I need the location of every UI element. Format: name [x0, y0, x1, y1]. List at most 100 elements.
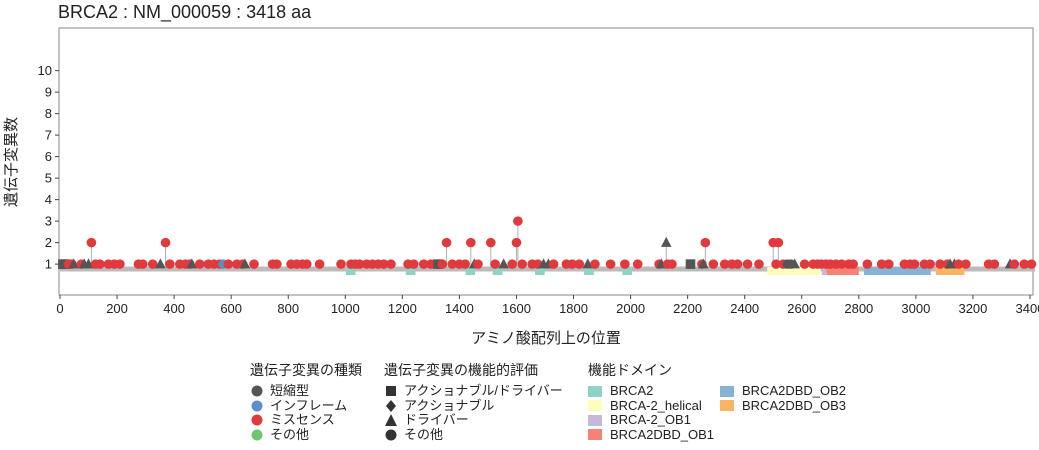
mutation-marker[interactable]	[408, 259, 419, 269]
domain-brca-2-helical[interactable]	[767, 267, 821, 275]
legend-item-circle[interactable]: その他	[384, 427, 563, 443]
mutation-marker[interactable]	[708, 259, 719, 269]
mutation-marker[interactable]	[336, 259, 346, 269]
mutation-marker[interactable]	[272, 259, 282, 269]
mutation-marker[interactable]	[771, 259, 781, 269]
mutation-marker[interactable]	[466, 237, 476, 248]
legend-item-inframe[interactable]: インフレーム	[250, 398, 362, 414]
mutation-marker[interactable]	[1009, 259, 1020, 269]
mutation-marker[interactable]	[605, 259, 616, 269]
mutation-marker[interactable]	[590, 259, 600, 269]
domain-brca-2-ob1[interactable]	[821, 267, 827, 275]
legend-item-domain[interactable]: BRCA-2_helical	[588, 398, 720, 414]
mutation-marker[interactable]	[989, 259, 1000, 269]
mutation-marker[interactable]	[68, 258, 79, 269]
domain-brca2[interactable]	[535, 267, 545, 275]
mutation-marker[interactable]	[437, 259, 448, 269]
mutation-marker[interactable]	[883, 259, 894, 269]
mutation-marker[interactable]	[314, 259, 325, 269]
domain-brca2[interactable]	[584, 267, 594, 275]
mutation-marker[interactable]	[137, 259, 148, 269]
mutation-marker[interactable]	[961, 259, 971, 269]
legend-item-other[interactable]: その他	[250, 427, 362, 443]
mutation-marker[interactable]	[754, 259, 764, 269]
legend-item-diamond[interactable]: アクショナブル	[384, 398, 563, 414]
mutation-marker[interactable]	[441, 237, 452, 248]
mutation-marker[interactable]	[194, 259, 205, 269]
mutation-marker[interactable]	[115, 259, 125, 269]
mutation-marker[interactable]	[460, 259, 470, 269]
mutation-marker[interactable]	[862, 259, 873, 269]
mutation-marker[interactable]	[660, 236, 672, 247]
legend-item-square[interactable]: アクショナブル/ドライバー	[384, 384, 563, 399]
mutation-marker[interactable]	[513, 216, 523, 226]
mutation-marker[interactable]	[548, 259, 559, 269]
mutation-marker[interactable]	[732, 259, 743, 269]
mutation-marker[interactable]	[789, 258, 800, 269]
domain-brca2dbd-ob3[interactable]	[935, 267, 965, 275]
domain-brca2[interactable]	[492, 267, 503, 275]
mutation-marker[interactable]	[386, 259, 396, 269]
mutation-marker[interactable]	[485, 237, 496, 248]
mutation-marker[interactable]	[719, 259, 730, 269]
mutation-marker[interactable]	[473, 259, 483, 269]
mutation-marker[interactable]	[507, 259, 517, 269]
mutation-marker[interactable]	[876, 259, 887, 269]
mutation-marker[interactable]	[632, 259, 643, 269]
mutation-marker[interactable]	[1026, 259, 1037, 269]
domain-brca2[interactable]	[345, 267, 356, 275]
mutation-marker[interactable]	[165, 259, 175, 269]
mutation-marker[interactable]	[909, 259, 920, 269]
domain-brca2dbd-ob1[interactable]	[826, 267, 859, 275]
domain-brca2[interactable]	[405, 267, 416, 275]
x-tick-label: 400	[163, 301, 185, 316]
mutation-marker[interactable]	[155, 258, 166, 269]
mutation-marker[interactable]	[511, 237, 522, 248]
mutation-marker[interactable]	[953, 259, 964, 269]
legend-item-missense[interactable]: ミスセンス	[250, 413, 362, 428]
mutation-marker[interactable]	[301, 259, 312, 269]
mutation-marker[interactable]	[249, 259, 259, 269]
legend-item-domain[interactable]: BRCA2DBD_OB2	[720, 384, 852, 399]
mutation-marker[interactable]	[567, 259, 577, 269]
legend-item-domain[interactable]: BRCA2	[588, 384, 720, 399]
mutation-marker[interactable]	[95, 259, 105, 269]
domain-brca2dbd-ob2[interactable]	[863, 267, 931, 275]
mutation-marker[interactable]	[848, 259, 858, 269]
legend-item-domain[interactable]: BRCA-2_OB1	[588, 413, 720, 428]
mutation-marker[interactable]	[582, 258, 594, 269]
mutation-marker[interactable]	[186, 258, 198, 269]
domain-brca2[interactable]	[622, 267, 633, 275]
legend-item-triangle[interactable]: ドライバー	[384, 413, 563, 428]
mutation-marker[interactable]	[147, 259, 158, 269]
mutation-marker[interactable]	[935, 259, 945, 269]
mutation-marker[interactable]	[698, 258, 709, 269]
mutation-marker[interactable]	[667, 259, 677, 269]
mutation-marker[interactable]	[354, 259, 365, 269]
mutation-marker[interactable]	[925, 259, 935, 269]
mutation-marker[interactable]	[574, 259, 585, 269]
mutation-marker[interactable]	[1019, 259, 1030, 269]
mutation-marker[interactable]	[498, 258, 509, 269]
mutation-marker[interactable]	[86, 237, 97, 248]
mutation-marker[interactable]	[773, 237, 784, 248]
mutation-marker[interactable]	[742, 259, 753, 269]
mutation-marker[interactable]	[490, 259, 500, 269]
mutation-marker[interactable]	[836, 259, 847, 269]
mutation-marker[interactable]	[379, 259, 389, 269]
mutation-marker[interactable]	[223, 259, 234, 269]
mutation-marker[interactable]	[418, 259, 429, 269]
mutation-marker[interactable]	[83, 258, 94, 269]
mutation-marker[interactable]	[799, 259, 810, 269]
domain-brca2[interactable]	[465, 267, 476, 275]
legend-item-domain[interactable]: BRCA2DBD_OB3	[720, 398, 852, 414]
mutation-marker[interactable]	[447, 259, 458, 269]
mutation-marker[interactable]	[685, 259, 696, 269]
mutation-marker[interactable]	[700, 237, 711, 248]
legend-item-domain[interactable]: BRCA2DBD_OB1	[588, 427, 720, 443]
mutation-marker[interactable]	[239, 258, 251, 269]
mutation-marker[interactable]	[160, 237, 171, 248]
mutation-marker[interactable]	[620, 259, 630, 269]
mutation-marker[interactable]	[517, 259, 527, 269]
legend-item-truncating[interactable]: 短縮型	[250, 384, 362, 399]
